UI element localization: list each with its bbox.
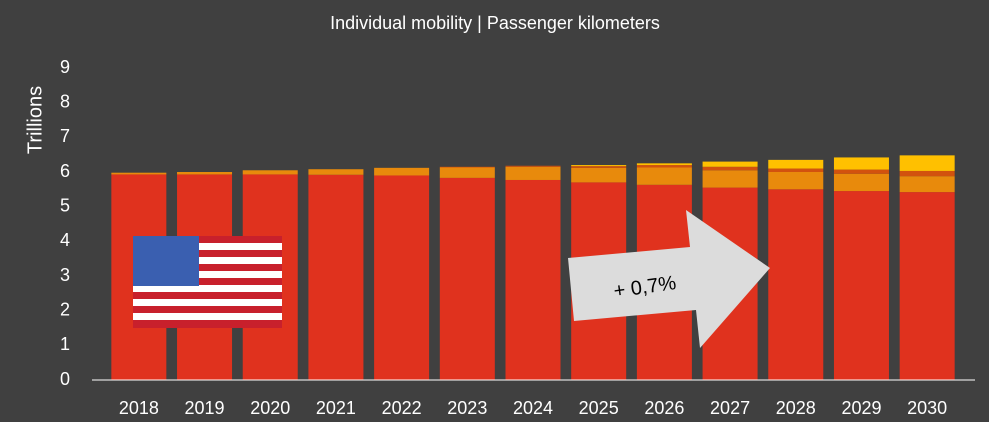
bar-segment bbox=[833, 157, 889, 170]
bar-segment bbox=[899, 176, 955, 193]
bar-segment bbox=[505, 165, 561, 167]
x-tick-label: 2029 bbox=[841, 398, 881, 418]
x-tick-label: 2024 bbox=[513, 398, 553, 418]
bar-segment bbox=[899, 170, 955, 177]
x-tick-label: 2030 bbox=[907, 398, 947, 418]
y-tick-label: 2 bbox=[60, 299, 70, 319]
bar-segment bbox=[768, 189, 824, 380]
bar-segment bbox=[505, 166, 561, 180]
bar-segment bbox=[636, 167, 692, 185]
x-tick-label: 2021 bbox=[316, 398, 356, 418]
x-tick-label: 2025 bbox=[579, 398, 619, 418]
x-tick-label: 2027 bbox=[710, 398, 750, 418]
bar-segment bbox=[899, 192, 955, 380]
bar-segment bbox=[833, 191, 889, 380]
y-tick-label: 7 bbox=[60, 126, 70, 146]
growth-arrow: + 0,7% bbox=[568, 210, 770, 348]
bar-segment bbox=[768, 172, 824, 190]
bar-segment bbox=[571, 165, 627, 167]
bar-segment bbox=[636, 165, 692, 168]
x-tick-label: 2026 bbox=[644, 398, 684, 418]
us-flag bbox=[133, 236, 282, 328]
bar-segment bbox=[702, 161, 758, 167]
bar-segment bbox=[308, 174, 364, 380]
bar-segment bbox=[308, 169, 364, 175]
y-tick-label: 8 bbox=[60, 91, 70, 111]
bar-segment bbox=[439, 166, 495, 168]
bar-segment bbox=[111, 172, 167, 175]
x-tick-label: 2028 bbox=[776, 398, 816, 418]
x-tick-label: 2018 bbox=[119, 398, 159, 418]
bar-segment bbox=[702, 166, 758, 171]
chart-title: Individual mobility | Passenger kilomete… bbox=[330, 13, 660, 33]
y-tick-label: 6 bbox=[60, 161, 70, 181]
bar-segment bbox=[374, 167, 430, 176]
bar-segment bbox=[439, 167, 495, 178]
bar-segment bbox=[571, 166, 627, 168]
bars bbox=[111, 155, 955, 380]
bar-segment bbox=[833, 169, 889, 174]
y-tick-label: 3 bbox=[60, 265, 70, 285]
y-tick-label: 9 bbox=[60, 57, 70, 77]
bar-segment bbox=[571, 167, 627, 183]
bar-segment bbox=[177, 172, 233, 175]
bar-segment bbox=[374, 175, 430, 380]
bar-segment bbox=[768, 168, 824, 172]
y-axis-label: Trillions bbox=[24, 86, 46, 154]
y-tick-label: 0 bbox=[60, 369, 70, 389]
y-tick-label: 4 bbox=[60, 230, 70, 250]
x-tick-label: 2020 bbox=[250, 398, 290, 418]
bar-segment bbox=[636, 163, 692, 166]
bar-segment bbox=[439, 177, 495, 380]
bar-segment bbox=[899, 155, 955, 171]
bar-segment bbox=[768, 159, 824, 169]
y-tick-label: 5 bbox=[60, 195, 70, 215]
x-tick-label: 2022 bbox=[382, 398, 422, 418]
y-tick-label: 1 bbox=[60, 334, 70, 354]
bar-segment bbox=[833, 173, 889, 192]
x-tick-label: 2019 bbox=[185, 398, 225, 418]
bar-segment bbox=[702, 170, 758, 188]
x-tick-label: 2023 bbox=[447, 398, 487, 418]
bar-segment bbox=[505, 179, 561, 380]
bar-segment bbox=[242, 170, 298, 175]
